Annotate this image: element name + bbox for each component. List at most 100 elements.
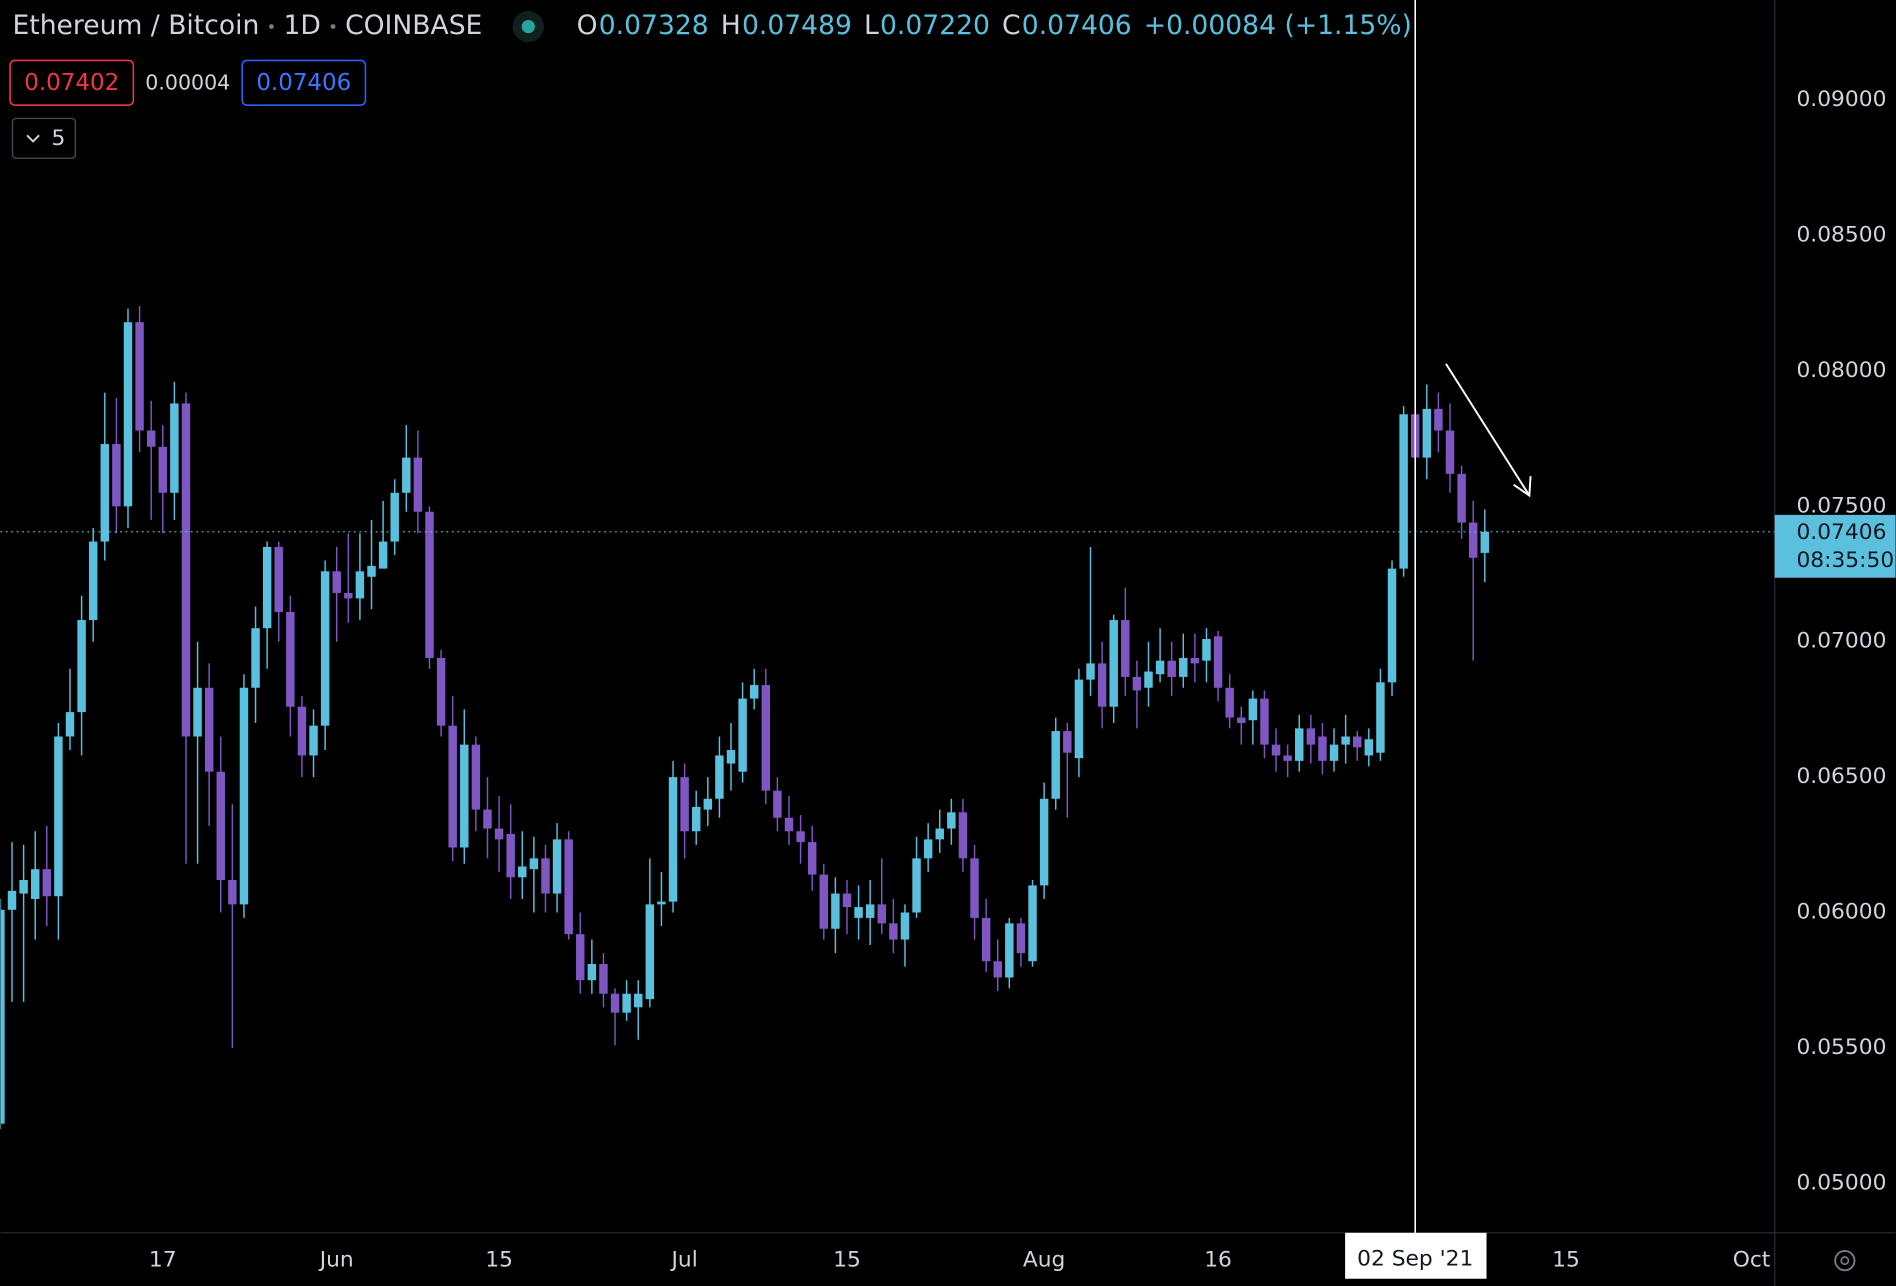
candle-body [448,725,457,848]
indicators-toggle[interactable] [11,117,77,160]
candle-body [344,592,353,599]
candle-body [564,839,573,935]
candle-body [216,771,225,881]
legend-key: O [577,10,598,41]
candle-body [1353,736,1362,748]
crosshair-label: 02 Sep '21 [1357,1246,1473,1271]
candle-body [413,457,423,512]
candle-body [761,685,771,791]
candle-body [402,457,411,493]
exchange: COINBASE [345,10,482,41]
separator [269,24,274,30]
candle-body [158,446,168,493]
candle-body [923,839,933,859]
x-tick-label: Aug [1023,1248,1065,1273]
x-tick-label: Jun [318,1248,354,1273]
candle-body [1225,687,1234,718]
candle-body [1434,408,1443,431]
candle-body [54,736,63,897]
candle-body [0,909,5,1124]
candle-body [1376,682,1385,753]
candle-body [1260,698,1269,745]
y-tick-label: 0.05000 [1796,1170,1886,1195]
candle-body [170,403,179,493]
indicator-count: 5 [52,126,66,151]
candle-body [680,777,689,832]
candle-body [1086,663,1095,680]
trend-arrow[interactable] [1445,363,1532,498]
candle-body [1271,744,1281,756]
candle-body [1213,636,1223,688]
candle-body [506,833,515,878]
candle-body [541,858,550,894]
candle-body [65,712,75,737]
candle-body [123,322,133,507]
candle-body [378,541,388,569]
x-tick-label: 17 [149,1248,177,1273]
candle-body [1445,430,1455,474]
y-tick-label: 0.06000 [1796,899,1886,924]
candle-body [77,620,86,713]
candle-body [900,912,910,940]
candle-body [460,744,469,848]
candle-body [970,858,979,918]
candle-body [1341,736,1350,745]
candle-body [715,755,724,799]
candle-body [1121,620,1130,677]
candle-body [483,809,492,829]
candle-body [42,869,52,897]
candle-body [1457,473,1466,523]
candle-body [981,917,991,962]
candle-body [610,993,620,1013]
candle-body [1132,676,1142,691]
gear-hub [1840,1256,1850,1266]
status-dot [521,19,535,34]
candle-body [320,571,330,726]
legend-value: 0.07220 [880,10,990,41]
candle-body [912,858,921,913]
candle-body [668,777,678,902]
candle-body [112,444,121,507]
candle-body [390,492,399,542]
candle-body [274,546,283,612]
change: +0.00084 [1144,10,1276,41]
sell-price: 0.07402 [24,70,119,96]
candle-body [703,798,713,810]
candles [0,305,1490,1130]
y-tick-label: 0.07500 [1796,493,1886,518]
candle-body [1318,736,1327,761]
candle-body [1329,744,1339,761]
candle-body [355,571,365,599]
candle-body [865,904,875,918]
candle-body [634,993,643,1008]
candle-body [518,866,527,878]
candle-body [1283,755,1292,761]
candle-body [645,904,655,1000]
candle-body [1074,679,1084,759]
spread: 0.00004 [145,70,230,94]
x-tick-label: 15 [833,1248,861,1273]
candle-body [1144,671,1153,688]
y-tick-label: 0.08500 [1796,223,1886,248]
candle-body [471,744,481,810]
chevron [26,134,40,143]
legend-value: 0.07406 [1022,10,1132,41]
candle-body [819,874,829,929]
x-tick-label: 15 [1552,1248,1580,1273]
candle-body [738,698,747,772]
settings-button[interactable] [1834,1249,1856,1272]
buy-price: 0.07406 [256,70,351,96]
candle-body [691,806,701,832]
candle-body [30,869,40,899]
candle-body [1248,698,1258,721]
candle-body [1480,531,1490,553]
candle-body [773,790,782,818]
candle-body [796,831,805,843]
buy-button[interactable] [241,59,367,106]
sell-button[interactable] [9,59,135,106]
symbol: Ethereum / Bitcoin [13,10,260,41]
candle-body [1190,657,1200,664]
candle-body [494,828,504,840]
